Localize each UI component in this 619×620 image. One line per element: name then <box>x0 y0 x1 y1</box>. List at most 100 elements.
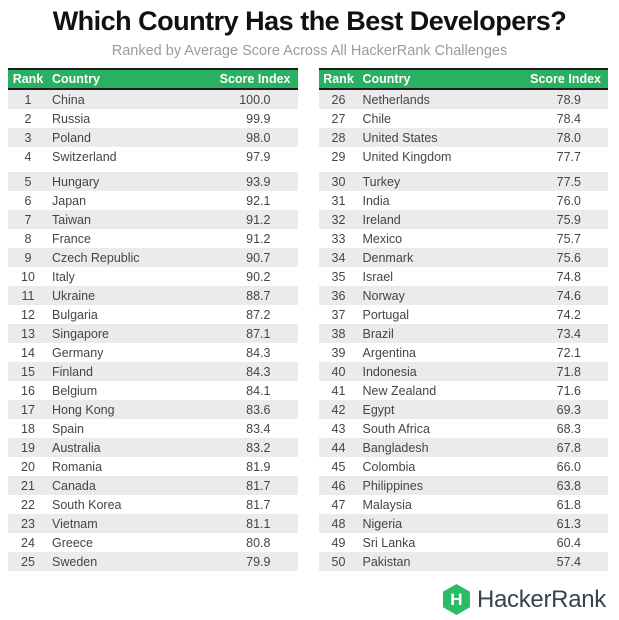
rank-cell: 13 <box>21 326 35 341</box>
table-row: 23 Vietnam 81.1 <box>8 514 298 533</box>
table-row: 39 Argentina 72.1 <box>319 343 609 362</box>
rank-cell: 49 <box>331 535 346 550</box>
country-cell: Ireland <box>362 212 401 227</box>
score-cell: 63.8 <box>556 478 581 493</box>
country-cell: Mexico <box>362 231 403 246</box>
table-row: 10 Italy 90.2 <box>8 267 298 286</box>
score-cell: 77.7 <box>556 149 581 164</box>
hackerrank-hexagon-icon: H <box>442 584 470 615</box>
rank-cell: 41 <box>331 383 346 398</box>
table-row: 46 Philippines 63.8 <box>318 476 608 495</box>
table-row: 43 South Africa 68.3 <box>319 419 609 438</box>
table-row: 37 Portugal 74.2 <box>319 305 609 324</box>
table-row: 41 New Zealand 71.6 <box>319 381 609 400</box>
table-row: 17 Hong Kong 83.6 <box>8 400 298 419</box>
country-cell: Norway <box>362 288 405 303</box>
column-header-score: Score Index <box>530 72 601 86</box>
rank-cell: 20 <box>21 459 35 474</box>
rank-cell: 34 <box>331 250 346 265</box>
country-cell: India <box>362 193 390 208</box>
rank-cell: 32 <box>331 212 346 227</box>
score-cell: 75.6 <box>556 250 581 265</box>
table-row: 14 Germany 84.3 <box>8 343 298 362</box>
score-cell: 78.4 <box>556 111 581 126</box>
score-cell: 88.7 <box>246 288 271 303</box>
page-title: Which Country Has the Best Developers? <box>52 6 567 36</box>
score-cell: 75.7 <box>556 231 581 246</box>
table-row: 22 South Korea 81.7 <box>8 495 298 514</box>
hackerrank-logo: H HackerRank <box>442 584 606 615</box>
rank-cell: 9 <box>24 250 32 265</box>
country-cell: Chile <box>362 111 392 126</box>
rank-cell: 5 <box>24 174 32 189</box>
country-cell: Bulgaria <box>52 307 98 322</box>
score-cell: 75.9 <box>556 212 581 227</box>
rank-cell: 43 <box>331 421 346 436</box>
score-cell: 79.9 <box>246 554 271 569</box>
rank-cell: 28 <box>331 130 346 145</box>
score-cell: 80.8 <box>246 535 271 550</box>
rank-cell: 8 <box>24 231 32 246</box>
country-cell: Poland <box>52 130 91 145</box>
rank-cell: 24 <box>21 535 35 550</box>
rank-cell: 29 <box>331 149 346 164</box>
table-row: 49 Sri Lanka 60.4 <box>319 533 609 552</box>
column-header-country: Country <box>362 72 411 86</box>
column-header-rank: Rank <box>12 72 44 86</box>
table-row: 25 Sweden 79.9 <box>8 552 298 571</box>
country-cell: Philippines <box>362 478 423 493</box>
table-row: 42 Egypt 69.3 <box>318 400 608 419</box>
rank-cell: 31 <box>331 193 346 208</box>
score-cell: 91.2 <box>246 231 271 246</box>
rank-cell: 50 <box>331 554 346 569</box>
rank-cell: 39 <box>331 345 346 360</box>
table-row: 35 Israel 74.8 <box>319 267 609 286</box>
score-cell: 87.2 <box>246 307 271 322</box>
table-row: 47 Malaysia 61.8 <box>319 495 609 514</box>
country-cell: Australia <box>52 440 101 455</box>
country-cell: Taiwan <box>52 212 91 227</box>
score-cell: 66.0 <box>556 459 581 474</box>
score-cell: 67.8 <box>556 440 581 455</box>
country-cell: Denmark <box>362 250 414 265</box>
score-cell: 92.1 <box>246 193 271 208</box>
table-row: 18 Spain 83.4 <box>8 419 298 438</box>
country-cell: Nigeria <box>362 516 403 531</box>
rank-cell: 3 <box>24 130 32 145</box>
country-cell: Japan <box>52 193 87 208</box>
table-row: 40 Indonesia 71.8 <box>318 362 608 381</box>
table-row: 29 United Kingdom 77.7 <box>319 147 609 166</box>
country-cell: Spain <box>52 421 84 436</box>
country-cell: Israel <box>362 269 394 284</box>
country-cell: United Kingdom <box>362 149 452 164</box>
rank-cell: 48 <box>331 516 346 531</box>
country-cell: New Zealand <box>362 383 437 398</box>
rank-cell: 1 <box>24 92 32 107</box>
rank-cell: 18 <box>21 421 35 436</box>
score-cell: 61.3 <box>556 516 581 531</box>
rank-cell: 10 <box>21 269 35 284</box>
country-cell: Singapore <box>52 326 109 341</box>
rank-cell: 36 <box>331 288 346 303</box>
rank-cell: 6 <box>24 193 32 208</box>
country-cell: Vietnam <box>52 516 98 531</box>
score-cell: 60.4 <box>556 535 581 550</box>
score-cell: 77.5 <box>556 174 581 189</box>
country-cell: Finland <box>52 364 93 379</box>
score-cell: 98.0 <box>246 130 271 145</box>
country-cell: France <box>52 231 91 246</box>
table-row: 30 Turkey 77.5 <box>318 172 608 191</box>
country-cell: China <box>52 92 85 107</box>
table-row: 44 Bangladesh 67.8 <box>318 438 608 457</box>
rank-cell: 40 <box>331 364 346 379</box>
country-cell: Egypt <box>362 402 395 417</box>
table-row: 21 Canada 81.7 <box>8 476 298 495</box>
table-row: 5 Hungary 93.9 <box>8 172 298 191</box>
table-row: 45 Colombia 66.0 <box>319 457 609 476</box>
table-row: 3 Poland 98.0 <box>8 128 298 147</box>
country-cell: Ukraine <box>52 288 96 303</box>
footer: H HackerRank <box>0 584 619 615</box>
table-row: 1 China 100.0 <box>8 90 298 109</box>
rank-cell: 22 <box>21 497 35 512</box>
